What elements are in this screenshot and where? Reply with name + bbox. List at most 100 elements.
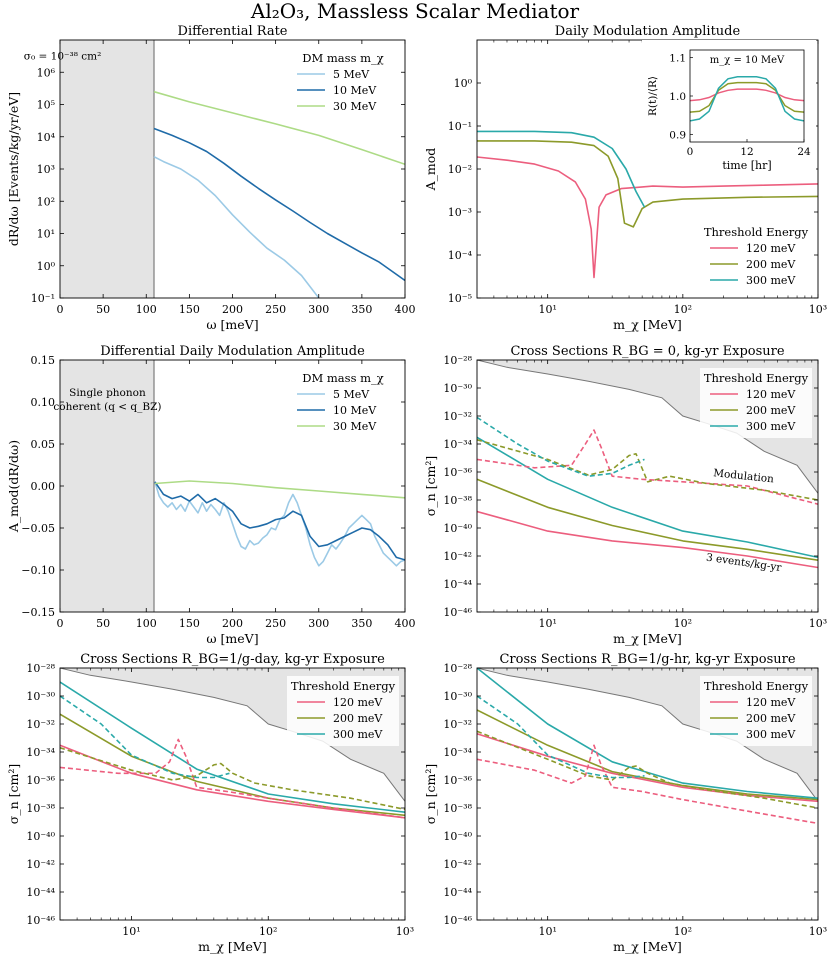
y-tick-label: 10⁻³⁸ — [26, 802, 55, 815]
inset-x-tick-label: 0 — [687, 146, 694, 158]
legend-entry: 120 meV — [746, 696, 796, 709]
y-tick-label: 10⁻³² — [443, 718, 472, 731]
y-tick-label: 10⁻³⁶ — [443, 466, 472, 479]
y-tick-label: 10⁻⁴² — [443, 550, 472, 563]
inset-plot — [690, 76, 804, 122]
plot-area — [60, 40, 405, 298]
series-line — [477, 744, 818, 825]
y-tick-label: 10⁻⁴⁰ — [443, 830, 472, 843]
y-tick-label: −0.10 — [21, 564, 55, 577]
y-tick-label: 10⁻⁴⁴ — [443, 886, 472, 899]
inset-series-line — [690, 76, 804, 122]
chart-title: Differential Rate — [178, 24, 288, 39]
y-tick-label: 10⁻³² — [443, 410, 472, 423]
inset-chart: 0 12 24 0.9 1.0 1.1 m_χ = 10 MeV time [hr] R(t)/… — [642, 40, 816, 182]
x-tick-label: 50 — [96, 617, 110, 630]
series-line — [477, 140, 818, 228]
x-tick-label: 150 — [179, 617, 200, 630]
inset-y-tick-label: 1.0 — [669, 91, 686, 103]
legend-entry: 120 meV — [333, 696, 383, 709]
y-tick-label: 10⁵ — [37, 99, 55, 112]
excluded-region-boundary — [477, 360, 818, 494]
y-tick-label: 10⁻³⁴ — [26, 746, 55, 759]
y-tick-label: 10⁻⁴⁶ — [443, 606, 472, 619]
legend-title: Threshold Energy — [704, 679, 809, 693]
y-tick-label: 10⁻⁴⁶ — [26, 914, 55, 927]
x-tick-label: 400 — [395, 617, 416, 630]
series-line — [60, 681, 405, 813]
legend-entry: 30 MeV — [333, 420, 377, 433]
legend: DM mass m_χ 5 MeV 10 MeV 30 MeV — [287, 368, 399, 438]
y-tick-label: 10³ — [37, 163, 55, 176]
legend-entry: 300 meV — [746, 274, 796, 287]
y-tick-label: 0.15 — [31, 354, 56, 367]
series-line — [477, 478, 818, 561]
x-tick-label: 200 — [222, 303, 243, 316]
legend-entry: 300 meV — [746, 420, 796, 433]
x-tick-label: 250 — [265, 303, 286, 316]
chart-cross_sections_rbg_ghr: 10¹ 10² 10³ 10⁻⁴⁶ 10⁻⁴⁴ 10⁻⁴² 10⁻⁴⁰ 10⁻³⁸ 10⁻³⁶ 1… — [423, 652, 827, 954]
y-axis-label: A_mod(dR/dω) — [6, 440, 21, 533]
legend-entry: 200 meV — [746, 712, 796, 725]
chart-title: Cross Sections R_BG=1/g-day, kg-yr Expos… — [80, 652, 385, 667]
y-tick-label: 0.10 — [31, 396, 56, 409]
x-tick-label: 300 — [308, 617, 329, 630]
series-line — [477, 709, 818, 801]
x-tick-label: 350 — [351, 617, 372, 630]
y-tick-label: 10⁻³⁴ — [443, 438, 472, 451]
annotation: Single phonon — [69, 387, 146, 399]
chart-daily_modulation: 10¹ 10² 10³ 10⁻⁵ 10⁻⁴ 10⁻³ 10⁻² 10⁻¹ 10⁰ Daily Mo… — [423, 24, 827, 332]
legend-entry: 200 meV — [746, 404, 796, 417]
x-tick-label: 10² — [674, 303, 692, 316]
series-line — [477, 695, 645, 779]
legend: Threshold Energy 120 meV 200 meV 300 meV — [700, 222, 812, 292]
legend-entry: 300 meV — [333, 728, 383, 741]
chart-cross_sections_rbg0: 10¹ 10² 10³ 10⁻⁴⁶ 10⁻⁴⁴ 10⁻⁴² 10⁻⁴⁰ 10⁻³⁸ 10⁻³⁶ 1… — [423, 344, 827, 646]
inset-series-line — [690, 81, 804, 113]
y-tick-label: 10⁻³⁶ — [443, 774, 472, 787]
inset-y-tick-label: 0.9 — [669, 129, 686, 141]
inset-series-line — [690, 88, 804, 102]
y-tick-label: 10⁻³⁸ — [443, 494, 472, 507]
series-line — [477, 416, 645, 477]
y-tick-label: 10⁻⁴ — [448, 249, 473, 262]
x-tick-label: 100 — [136, 617, 157, 630]
axes-frame — [59, 39, 406, 299]
legend-title: Threshold Energy — [704, 225, 809, 239]
y-tick-label: 10⁻⁴⁰ — [26, 830, 55, 843]
series-line — [154, 481, 405, 561]
legend-entry: 200 meV — [333, 712, 383, 725]
plot-area — [477, 130, 818, 279]
series-line — [477, 510, 818, 569]
x-tick-label: 150 — [179, 303, 200, 316]
x-axis-label: m_χ [MeV] — [613, 317, 682, 332]
x-tick-label: 10¹ — [538, 303, 556, 316]
x-tick-label: 10³ — [809, 617, 827, 630]
x-tick-label: 10¹ — [538, 617, 556, 630]
chart-differential_rate: 0 50 100 150 200 250 300 350 400 10⁻¹ 10⁰ 10¹ 10² 10³… — [6, 24, 416, 332]
y-tick-label: 10⁶ — [37, 66, 56, 79]
x-tick-label: 10² — [674, 617, 692, 630]
y-tick-label: 10⁻³⁰ — [443, 690, 472, 703]
y-tick-label: 10⁻¹ — [448, 120, 472, 133]
x-tick-label: 0 — [57, 617, 64, 630]
y-tick-label: 0.00 — [31, 480, 56, 493]
y-tick-label: −0.15 — [21, 606, 55, 619]
y-tick-label: 10⁻⁵ — [448, 292, 472, 305]
y-tick-label: 10⁻³ — [448, 206, 472, 219]
inset-x-label: time [hr] — [722, 159, 771, 172]
plot-area — [60, 360, 405, 612]
series-line — [477, 436, 818, 559]
series-line — [60, 744, 405, 819]
y-tick-label: 10⁻³⁸ — [443, 802, 472, 815]
legend: Threshold Energy 120 meV 200 meV 300 meV — [287, 676, 399, 746]
y-axis-label: dR/dω [Events/kg/yr/eV] — [6, 92, 21, 246]
series-line — [153, 127, 405, 282]
y-tick-label: 10⁻⁴⁴ — [26, 886, 55, 899]
legend-entry: 300 meV — [746, 728, 796, 741]
axes-frame — [59, 359, 406, 613]
x-tick-label: 250 — [265, 617, 286, 630]
legend-entry: 120 meV — [746, 242, 796, 255]
